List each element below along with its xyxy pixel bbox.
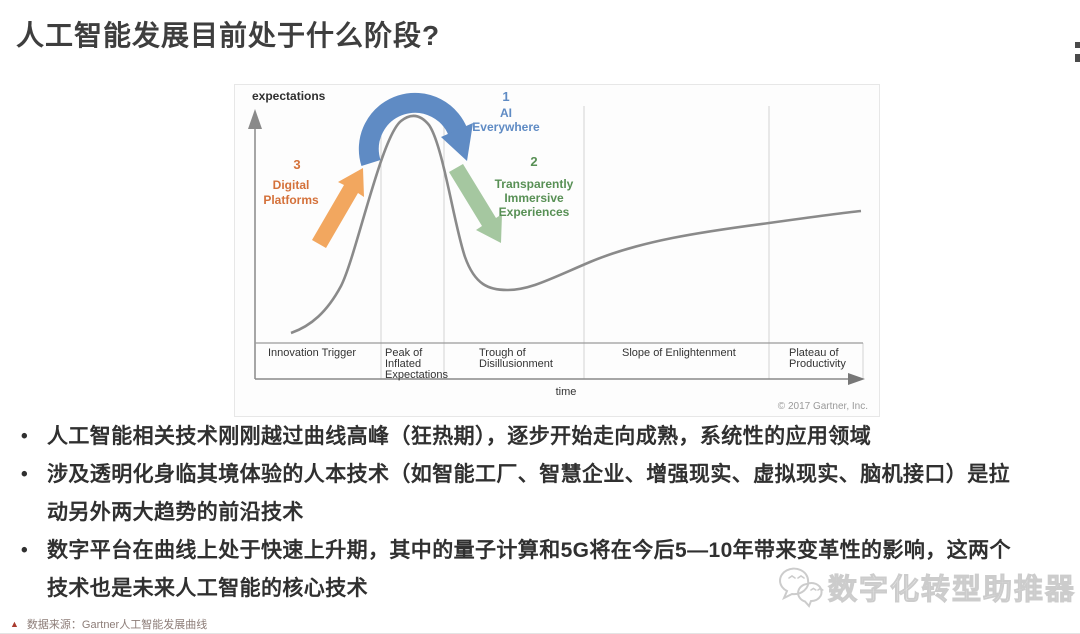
source-line: ▲ 数据来源：Gartner人工智能发展曲线 <box>10 616 207 632</box>
svg-text:Peak of: Peak of <box>385 347 423 359</box>
bullet-text: 数字平台在曲线上处于快速上升期，其中的量子计算和5G将在今后5—10年带来变革性… <box>47 539 1011 600</box>
svg-text:3: 3 <box>293 157 300 172</box>
arc-arrow-ai-everywhere <box>358 92 473 167</box>
phase-labels: Innovation Trigger Peak of Inflated Expe… <box>268 347 846 381</box>
svg-text:AI: AI <box>500 106 512 120</box>
hype-curve <box>290 114 862 335</box>
svg-text:Immersive: Immersive <box>504 191 564 205</box>
svg-text:Disillusionment: Disillusionment <box>479 358 553 370</box>
phase-dividers <box>380 106 864 379</box>
page-title: 人工智能发展目前处于什么阶段? <box>16 20 441 51</box>
copyright: © 2017 Gartner, Inc. <box>778 401 868 412</box>
svg-text:Everywhere: Everywhere <box>472 120 540 134</box>
bullet-dot: • <box>21 426 29 447</box>
clipped-edge-text <box>1075 54 1080 62</box>
source-triangle-icon: ▲ <box>10 619 19 629</box>
bullet-dot: • <box>21 540 29 561</box>
hype-cycle-chart: expectations time © 2017 Gartner, Inc. 1… <box>234 84 880 417</box>
svg-text:Slope of Enlightenment: Slope of Enlightenment <box>622 347 736 359</box>
bullet-list: • 人工智能相关技术刚刚越过曲线高峰（狂热期），逐步开始走向成熟，系统性的应用领… <box>16 418 1024 608</box>
arrow-up-digital-platforms <box>312 168 364 248</box>
annotation-immersive-experiences: 2 Transparently Immersive Experiences <box>495 154 574 219</box>
y-axis <box>248 109 262 379</box>
bullet-text: 人工智能相关技术刚刚越过曲线高峰（狂热期），逐步开始走向成熟，系统性的应用领域 <box>47 425 872 448</box>
y-axis-label: expectations <box>252 89 326 103</box>
svg-text:Digital: Digital <box>273 178 310 192</box>
svg-text:Inflated: Inflated <box>385 358 421 370</box>
svg-text:Plateau of: Plateau of <box>789 347 839 359</box>
hype-cycle-svg: expectations time © 2017 Gartner, Inc. 1… <box>248 89 868 412</box>
svg-text:1: 1 <box>502 89 509 104</box>
annotation-ai-everywhere: 1 AI Everywhere <box>472 89 540 134</box>
list-item: • 数字平台在曲线上处于快速上升期，其中的量子计算和5G将在今后5—10年带来变… <box>16 532 1024 608</box>
y-axis-arrowhead <box>248 109 262 129</box>
svg-text:Platforms: Platforms <box>263 193 319 207</box>
clipped-edge-text <box>1075 42 1080 48</box>
svg-text:Trough of: Trough of <box>479 347 527 359</box>
bullet-text: 涉及透明化身临其境体验的人本技术（如智能工厂、智慧企业、增强现实、虚拟现实、脑机… <box>47 463 1010 524</box>
svg-text:2: 2 <box>530 154 537 169</box>
x-axis-label: time <box>556 386 577 398</box>
svg-text:Productivity: Productivity <box>789 358 846 370</box>
source-text: 数据来源：Gartner人工智能发展曲线 <box>26 619 208 631</box>
time-axis-arrowhead <box>848 373 865 385</box>
svg-text:Expectations: Expectations <box>385 369 448 381</box>
list-item: • 涉及透明化身临其境体验的人本技术（如智能工厂、智慧企业、增强现实、虚拟现实、… <box>16 456 1024 532</box>
arrow-down-immersive <box>449 164 502 243</box>
list-item: • 人工智能相关技术刚刚越过曲线高峰（狂热期），逐步开始走向成熟，系统性的应用领… <box>16 418 1024 456</box>
time-axis <box>255 373 865 385</box>
svg-text:Experiences: Experiences <box>499 205 570 219</box>
annotation-digital-platforms: 3 Digital Platforms <box>263 157 319 207</box>
svg-text:Transparently: Transparently <box>495 177 574 191</box>
svg-text:Innovation Trigger: Innovation Trigger <box>268 347 356 359</box>
bullet-dot: • <box>21 464 29 485</box>
